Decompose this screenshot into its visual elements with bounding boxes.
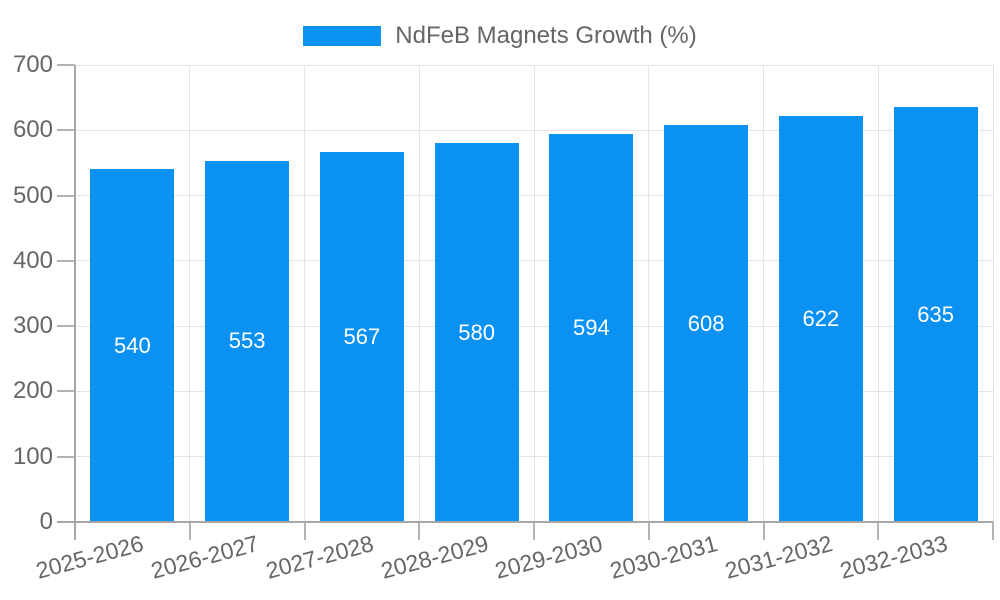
- x-category-label: 2030-2031: [607, 530, 721, 584]
- bar-value-label: 622: [802, 305, 840, 331]
- x-axis-tick: [647, 522, 650, 540]
- y-tick-label: 200: [12, 377, 53, 405]
- y-axis-tick: [57, 455, 75, 458]
- x-category-label: 2028-2029: [377, 530, 491, 584]
- bar-value-label: 580: [458, 319, 495, 345]
- bar-value-label: 608: [687, 310, 725, 336]
- x-axis-tick: [992, 522, 994, 540]
- x-axis-tick: [418, 522, 421, 540]
- bar[interactable]: 580: [434, 143, 519, 522]
- bar[interactable]: 553: [205, 160, 290, 522]
- gridline-vertical: [304, 65, 305, 522]
- bar[interactable]: 608: [664, 125, 749, 522]
- gridline-vertical: [533, 65, 535, 522]
- gridline-vertical: [418, 65, 420, 522]
- bar[interactable]: 635: [893, 107, 978, 522]
- y-axis-tick: [57, 64, 75, 66]
- bar-value-label: 594: [573, 315, 610, 341]
- y-axis-tick: [57, 259, 75, 262]
- y-tick-label: 300: [12, 312, 53, 340]
- x-axis-tick: [533, 522, 535, 540]
- bar-value-label: 553: [228, 328, 266, 354]
- x-category-label: 2031-2032: [722, 530, 836, 584]
- y-axis-tick: [57, 129, 75, 132]
- y-tick-label: 500: [12, 181, 53, 209]
- legend-color-swatch: [303, 26, 382, 46]
- y-tick-label: 600: [12, 116, 53, 144]
- gridline-vertical: [877, 65, 879, 522]
- y-axis-line: [74, 65, 76, 540]
- x-axis-tick: [877, 522, 880, 540]
- x-category-label: 2025-2026: [33, 530, 147, 584]
- bar[interactable]: 540: [90, 169, 175, 522]
- y-tick-label: 400: [12, 246, 53, 274]
- y-tick-label: 100: [12, 442, 53, 470]
- bar-value-label: 567: [343, 323, 381, 349]
- y-axis-tick: [57, 325, 75, 328]
- gridline-vertical: [189, 65, 191, 522]
- bar[interactable]: 622: [778, 115, 863, 522]
- legend-item[interactable]: NdFeB Magnets Growth (%): [303, 22, 697, 50]
- y-axis-tick: [57, 390, 75, 393]
- chart-legend: NdFeB Magnets Growth (%): [0, 22, 1000, 50]
- y-tick-label: 0: [39, 508, 53, 535]
- bar[interactable]: 594: [549, 134, 634, 522]
- bar[interactable]: 567: [319, 151, 404, 522]
- gridline-vertical: [763, 65, 764, 522]
- y-axis-tick: [57, 194, 75, 197]
- y-tick-label: 700: [12, 51, 53, 78]
- x-axis-tick: [303, 522, 306, 540]
- x-axis-tick: [188, 522, 191, 540]
- bar-value-label: 635: [917, 301, 954, 327]
- x-category-label: 2026-2027: [148, 530, 262, 584]
- x-category-label: 2032-2033: [836, 530, 950, 584]
- x-category-label: 2027-2028: [263, 530, 377, 584]
- legend-label: NdFeB Magnets Growth (%): [395, 22, 697, 49]
- bar-value-label: 540: [114, 332, 151, 358]
- x-category-label: 2029-2030: [492, 530, 606, 584]
- x-axis-line: [57, 521, 993, 523]
- gridline-vertical: [992, 65, 994, 522]
- x-axis-tick: [762, 522, 765, 540]
- gridline-vertical: [648, 65, 650, 522]
